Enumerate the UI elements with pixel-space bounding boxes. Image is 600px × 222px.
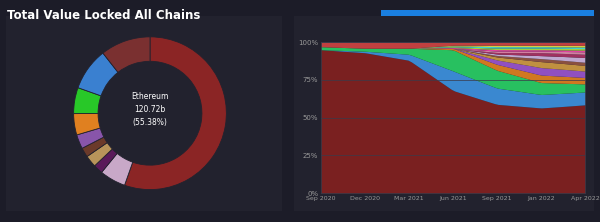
Wedge shape [82, 137, 107, 157]
Wedge shape [101, 153, 133, 185]
Wedge shape [125, 37, 226, 190]
Wedge shape [74, 113, 100, 135]
Text: Total Value Locked All Chains: Total Value Locked All Chains [7, 9, 200, 22]
Wedge shape [74, 88, 101, 114]
Wedge shape [103, 37, 150, 72]
Wedge shape [95, 149, 117, 172]
Wedge shape [77, 128, 104, 148]
Wedge shape [87, 143, 112, 166]
Text: Download all data in .csv: Download all data in .csv [433, 23, 542, 32]
Wedge shape [78, 53, 118, 96]
Text: Ethereum
120.72b
(55.38%): Ethereum 120.72b (55.38%) [131, 92, 169, 127]
